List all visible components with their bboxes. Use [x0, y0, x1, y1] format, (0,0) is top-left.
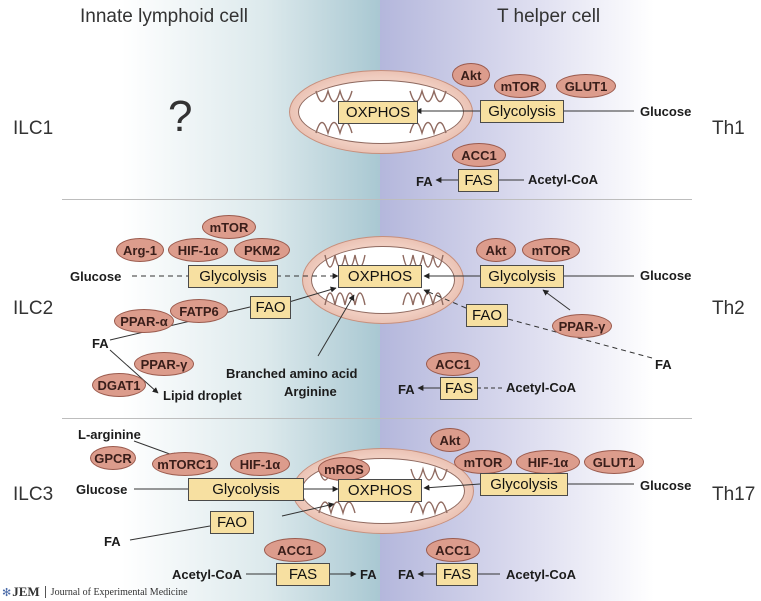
ppar-alpha-enzyme: PPAR-α [114, 309, 174, 333]
ppar-gamma-enzyme: PPAR-γ [552, 314, 612, 338]
fa-label: FA [92, 336, 109, 351]
glucose-label: Glucose [640, 268, 692, 283]
th2-label: Th2 [712, 298, 745, 319]
glycolysis-box: Glycolysis [480, 100, 564, 123]
th17-label: Th17 [712, 484, 756, 505]
glucose-label: Glucose [76, 482, 128, 497]
fao-box: FAO [210, 511, 254, 534]
mros-enzyme: mROS [318, 457, 370, 481]
ilc3-label: ILC3 [13, 484, 54, 505]
mtorc1-enzyme: mTORC1 [152, 452, 218, 476]
ilc2-label: ILC2 [13, 298, 54, 319]
mtor-enzyme: mTOR [522, 238, 580, 262]
oxphos-box: OXPHOS [338, 265, 422, 288]
fas-box: FAS [458, 169, 499, 192]
lipid-droplet-label: Lipid droplet [163, 388, 242, 403]
acetyl-coa-label: Acetyl-CoA [506, 567, 577, 582]
glucose-label: Glucose [70, 269, 122, 284]
hif1a-enzyme: HIF-1α [168, 238, 228, 262]
arg1-enzyme: Arg-1 [116, 238, 164, 262]
logo-divider [44, 586, 46, 598]
glucose-label: Glucose [640, 478, 692, 493]
innate-lymphoid-cell-header: Innate lymphoid cell [80, 6, 248, 27]
fao-box: FAO [250, 296, 291, 319]
l-arginine-label: L-arginine [78, 427, 141, 442]
acetyl-coa-label: Acetyl-CoA [506, 380, 577, 395]
dgat1-enzyme: DGAT1 [92, 373, 146, 397]
glycolysis-box: Glycolysis [480, 473, 568, 496]
fas-box: FAS [440, 377, 478, 400]
acc1-enzyme: ACC1 [426, 538, 480, 562]
fa-label: FA [398, 567, 415, 582]
fa-label: FA [360, 567, 377, 582]
fa-label: FA [416, 174, 433, 189]
akt-enzyme: Akt [452, 63, 490, 87]
fa-label: FA [104, 534, 121, 549]
row-divider [62, 199, 692, 200]
journal-abbreviation: JEM [12, 584, 40, 599]
gpcr-enzyme: GPCR [90, 446, 136, 470]
fas-box: FAS [276, 563, 330, 586]
fao-box: FAO [466, 304, 508, 327]
ilc1-label: ILC1 [13, 118, 54, 139]
jem-emblem-icon: ✻ [2, 586, 12, 599]
oxphos-box: OXPHOS [338, 101, 418, 124]
row-divider [62, 418, 692, 419]
acc1-enzyme: ACC1 [452, 143, 506, 167]
hif1a-enzyme: HIF-1α [230, 452, 290, 476]
fas-box: FAS [436, 563, 478, 586]
glycolysis-box: Glycolysis [480, 265, 564, 288]
arginine-label: Arginine [284, 384, 337, 399]
t-helper-cell-header: T helper cell [497, 6, 601, 27]
acetyl-coa-label: Acetyl-CoA [172, 567, 243, 582]
fatp6-enzyme: FATP6 [170, 299, 228, 323]
glycolysis-box: Glycolysis [188, 265, 278, 288]
fa-label: FA [398, 382, 415, 397]
journal-logo: ✻ JEM Journal of Experimental Medicine [2, 584, 188, 600]
acc1-enzyme: ACC1 [426, 352, 480, 376]
glut1-enzyme: GLUT1 [556, 74, 616, 98]
th1-label: Th1 [712, 118, 745, 139]
oxphos-box: OXPHOS [338, 479, 422, 502]
glycolysis-box: Glycolysis [188, 478, 304, 501]
pkm2-enzyme: PKM2 [234, 238, 290, 262]
branched-amino-acid-label: Branched amino acid [226, 366, 358, 381]
journal-full-name: Journal of Experimental Medicine [50, 586, 188, 598]
unknown-question-mark: ? [168, 92, 193, 141]
glucose-label: Glucose [640, 104, 692, 119]
mtor-enzyme: mTOR [454, 450, 512, 474]
cristae [324, 254, 444, 306]
akt-enzyme: Akt [476, 238, 516, 262]
fa-label: FA [655, 357, 672, 372]
hif1a-enzyme: HIF-1α [516, 450, 580, 474]
ppar-gamma-enzyme: PPAR-γ [134, 352, 194, 376]
akt-enzyme: Akt [430, 428, 470, 452]
acetyl-coa-label: Acetyl-CoA [528, 172, 599, 187]
mtor-enzyme: mTOR [494, 74, 546, 98]
glut1-enzyme: GLUT1 [584, 450, 644, 474]
acc1-enzyme: ACC1 [264, 538, 326, 562]
mtor-enzyme: mTOR [202, 215, 256, 239]
